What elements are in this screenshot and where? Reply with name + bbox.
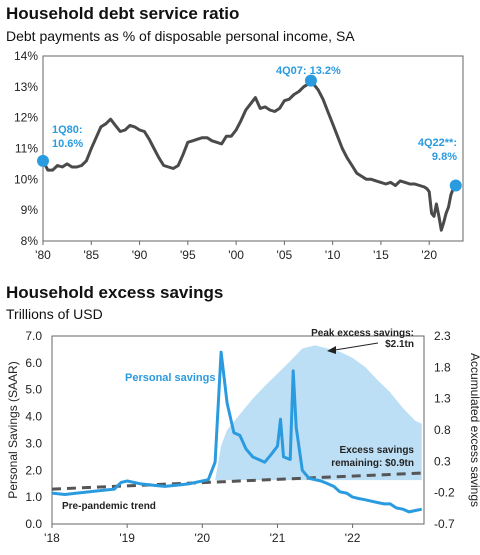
y-left-tick-label: 4.0 — [25, 410, 42, 424]
x-tick-label: '80 — [35, 248, 51, 262]
marker-4q22 — [449, 179, 462, 192]
excess-remaining-value: remaining: $0.9tn — [331, 458, 414, 469]
y-left-tick-label: 3.0 — [25, 436, 42, 450]
y-tick-label: 10% — [14, 172, 38, 186]
personal-savings-line — [51, 350, 423, 514]
y-left-axis-title: Personal Savings (SAAR) — [6, 361, 20, 498]
x-tick-label: '15 — [373, 248, 389, 262]
excess-savings-area — [215, 345, 422, 481]
debt-service-chart: 8% 9% 10% 11% 12% 13% 14% '80 '85 '90 '95 '00 '05 '10… — [14, 49, 464, 262]
y-tick-label: 8% — [21, 234, 39, 248]
x-tick-label: '85 — [83, 248, 99, 262]
y-tick-label: 9% — [21, 203, 39, 217]
x-tick-label: '05 — [277, 248, 293, 262]
chart-1-title: Household debt service ratio — [6, 4, 240, 23]
chart-1-subtitle: Debt payments as % of disposable persona… — [6, 28, 355, 44]
y-left-tick-label: 1.0 — [25, 490, 42, 504]
chart-2-subtitle: Trillions of USD — [6, 306, 103, 322]
pre-pandemic-trend-label: Pre-pandemic trend — [62, 501, 156, 512]
y-right-tick-label: -0.2 — [434, 486, 455, 500]
plot-frame — [42, 55, 464, 242]
pre-pandemic-trend-line — [51, 471, 425, 491]
y-tick-label: 14% — [14, 49, 38, 63]
x-tick-label: '00 — [228, 248, 244, 262]
y-left-tick-label: 0.0 — [25, 517, 42, 531]
y-right-axis-title: Accumulated excess savings — [468, 353, 480, 507]
y-right-tick-label: 0.8 — [434, 423, 451, 437]
excess-remaining-label: Excess savings — [340, 445, 415, 456]
peak-savings-label: Peak excess savings: — [311, 328, 414, 339]
peak-savings-arrow — [334, 342, 379, 351]
x-tick-label: '20 — [421, 248, 437, 262]
y-tick-label: 13% — [14, 80, 38, 94]
plot-frame — [51, 335, 425, 525]
x-tick-label: '22 — [345, 531, 361, 545]
x-tick-label: '19 — [119, 531, 135, 545]
marker-1q80-value: 10.6% — [52, 138, 83, 150]
marker-4q07 — [304, 74, 317, 87]
y-tick-label: 11% — [15, 142, 38, 156]
marker-1q80-label: 1Q80: — [52, 124, 83, 136]
y-left-tick-label: 2.0 — [25, 463, 42, 477]
y-left-tick-label: 6.0 — [25, 356, 42, 370]
debt-service-line — [41, 79, 457, 232]
peak-savings-arrowhead — [327, 346, 336, 354]
y-right-tick-label: 1.8 — [434, 360, 451, 374]
y-right-tick-label: 0.3 — [434, 454, 451, 468]
y-tick-label: 12% — [14, 111, 38, 125]
x-tick-label: '10 — [325, 248, 341, 262]
x-tick-label: '20 — [194, 531, 210, 545]
x-tick-label: '90 — [132, 248, 148, 262]
chart-2-title: Household excess savings — [6, 283, 224, 302]
y-left-tick-label: 5.0 — [25, 383, 42, 397]
peak-savings-value: $2.1tn — [385, 339, 414, 350]
y-right-tick-label: -0.7 — [434, 517, 455, 531]
y-right-tick-label: 1.3 — [434, 392, 451, 406]
x-tick-label: '95 — [180, 248, 196, 262]
marker-1q80 — [37, 154, 49, 167]
personal-savings-label: Personal savings — [125, 372, 216, 384]
y-right-tick-label: 2.3 — [434, 329, 451, 343]
marker-4q22-label: 4Q22**: — [418, 137, 457, 149]
y-left-tick-label: 7.0 — [25, 329, 42, 343]
marker-4q07-label: 4Q07: 13.2% — [276, 65, 341, 77]
x-tick-label: '18 — [44, 531, 60, 545]
x-tick-label: '21 — [270, 531, 286, 545]
marker-4q22-value: 9.8% — [432, 151, 457, 163]
